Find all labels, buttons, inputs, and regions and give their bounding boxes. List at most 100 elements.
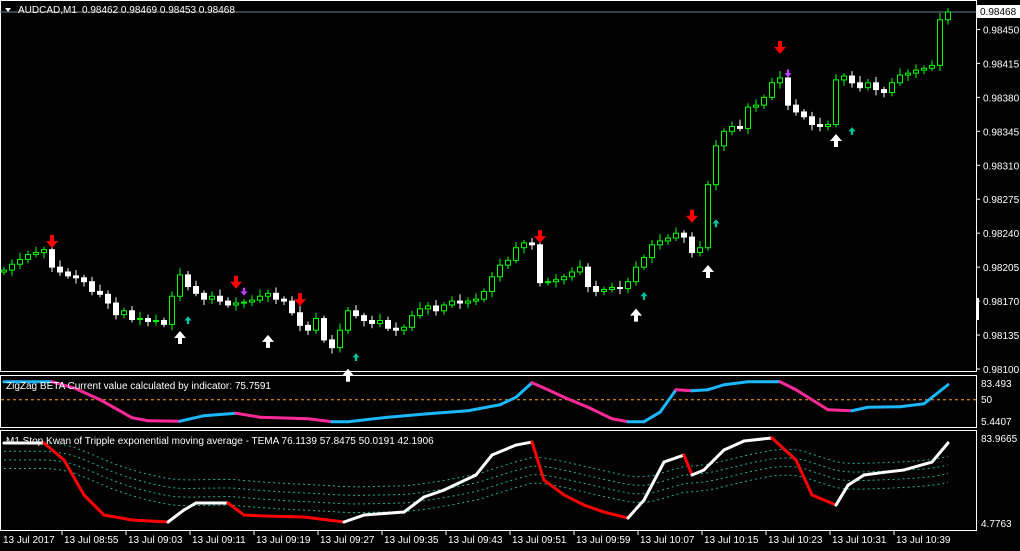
time-tick-label: 13 Jul 08:55 [64,535,119,546]
candle [481,288,487,303]
arrow-up-icon [712,219,720,228]
current-price-label: 0.98468 [980,7,1017,18]
tema-segment [582,503,606,514]
candle [241,299,247,308]
tema-line [2,436,950,524]
arrow-down-icon [240,287,248,296]
candle [257,289,263,304]
candle [177,268,183,302]
candle [321,315,327,343]
tema-segment [810,493,838,507]
time-tick-label: 13 Jul 10:23 [768,535,823,546]
candle [489,271,495,298]
zz-tick-mid: 50 [981,395,993,406]
price-axis[interactable]: 0.98450 0.98415 0.98380 0.98345 0.98310 0.982… [976,25,1020,376]
tema-segment [362,510,406,517]
tema-segment [62,458,86,497]
main-panel-frame [0,0,977,372]
zigzag-segment [826,408,854,413]
zigzag-segment [922,383,950,406]
candle [649,239,655,264]
time-tick-label: 13 Jul 10:07 [640,535,695,546]
tema-segment [402,495,426,514]
candle [601,286,607,296]
candles [1,8,951,354]
candle [369,315,375,329]
arrow-down-icon [46,234,58,248]
candle [209,291,215,305]
candle [793,99,799,116]
zigzag-segment [586,405,614,421]
arrow-down-icon [534,230,546,244]
zigzag-segment [498,395,518,407]
tema-segment [846,473,866,487]
candle [393,322,399,337]
main-price-panel[interactable]: AUDCAD,M1 0.98462 0.98469 0.98453 0.9846… [0,0,1020,382]
candle [9,259,15,276]
tema-band [4,442,949,488]
candle [113,297,119,320]
zigzag-segment [306,417,334,424]
candle [49,244,55,272]
scroll-marker[interactable] [976,298,979,320]
candle [201,290,207,305]
chart-ohlc: 0.98462 0.98469 0.98453 0.98468 [82,5,235,16]
candle [849,71,855,88]
candle [553,273,559,288]
tema-segment [542,478,566,497]
time-tick-label: 13 Jul 09:11 [192,535,246,546]
arrow-up-icon [184,316,192,325]
tema-segment [474,453,494,477]
candle [345,306,351,335]
zigzag-frame [0,375,977,428]
zigzag-panel[interactable]: ZigZag BETA Current value calculated by … [0,375,1013,429]
tema-segment [626,498,646,520]
candle [473,293,479,305]
candle [457,294,463,309]
candle [769,77,775,101]
time-tick-label: 13 Jul 10:31 [832,535,887,546]
time-tick-label: 13 Jul 09:19 [256,535,311,546]
tema-panel[interactable]: M1 Stop Kwan of Tripple exponential movi… [0,430,1018,531]
tema-bands [4,442,949,514]
zigzag-segment [74,387,102,402]
candle [41,246,47,259]
zigzag-segment [642,410,662,424]
tema-band [4,459,949,505]
candle [417,302,423,319]
tema-segment [682,453,694,477]
arrow-up-icon [702,264,714,278]
tema-segment [930,441,950,464]
tema-segment [514,440,534,447]
tema-segment [442,473,478,492]
candle [737,119,743,132]
tema-tick-bottom: 4.7763 [981,519,1012,530]
zigzag-segment [562,395,590,409]
candle [577,260,583,275]
candle [225,297,231,308]
candle [561,273,567,285]
candle [889,77,895,97]
candle [681,230,687,243]
price-tick-label: 0.98100 [983,365,1020,376]
collapse-triangle-icon[interactable] [5,8,11,12]
candle [641,254,647,271]
candle [329,335,335,354]
candle [625,277,631,294]
arrow-up-icon [848,127,856,135]
price-tick-label: 0.98380 [983,93,1020,104]
candle [377,313,383,328]
time-tick-label: 13 Jul 10:39 [896,535,951,546]
zigzag-segment [234,411,262,419]
chart-symbol: AUDCAD,M1 [18,5,77,16]
candle [73,270,79,284]
candle [57,260,63,276]
tema-segment [690,468,706,477]
candle [297,305,303,332]
tema-segment [262,514,306,519]
zigzag-segment [706,383,726,392]
zigzag-segment [130,416,150,423]
time-axis[interactable]: 13 Jul 2017 13 Jul 08:55 13 Jul 09:03 13 Ju… [3,531,951,546]
